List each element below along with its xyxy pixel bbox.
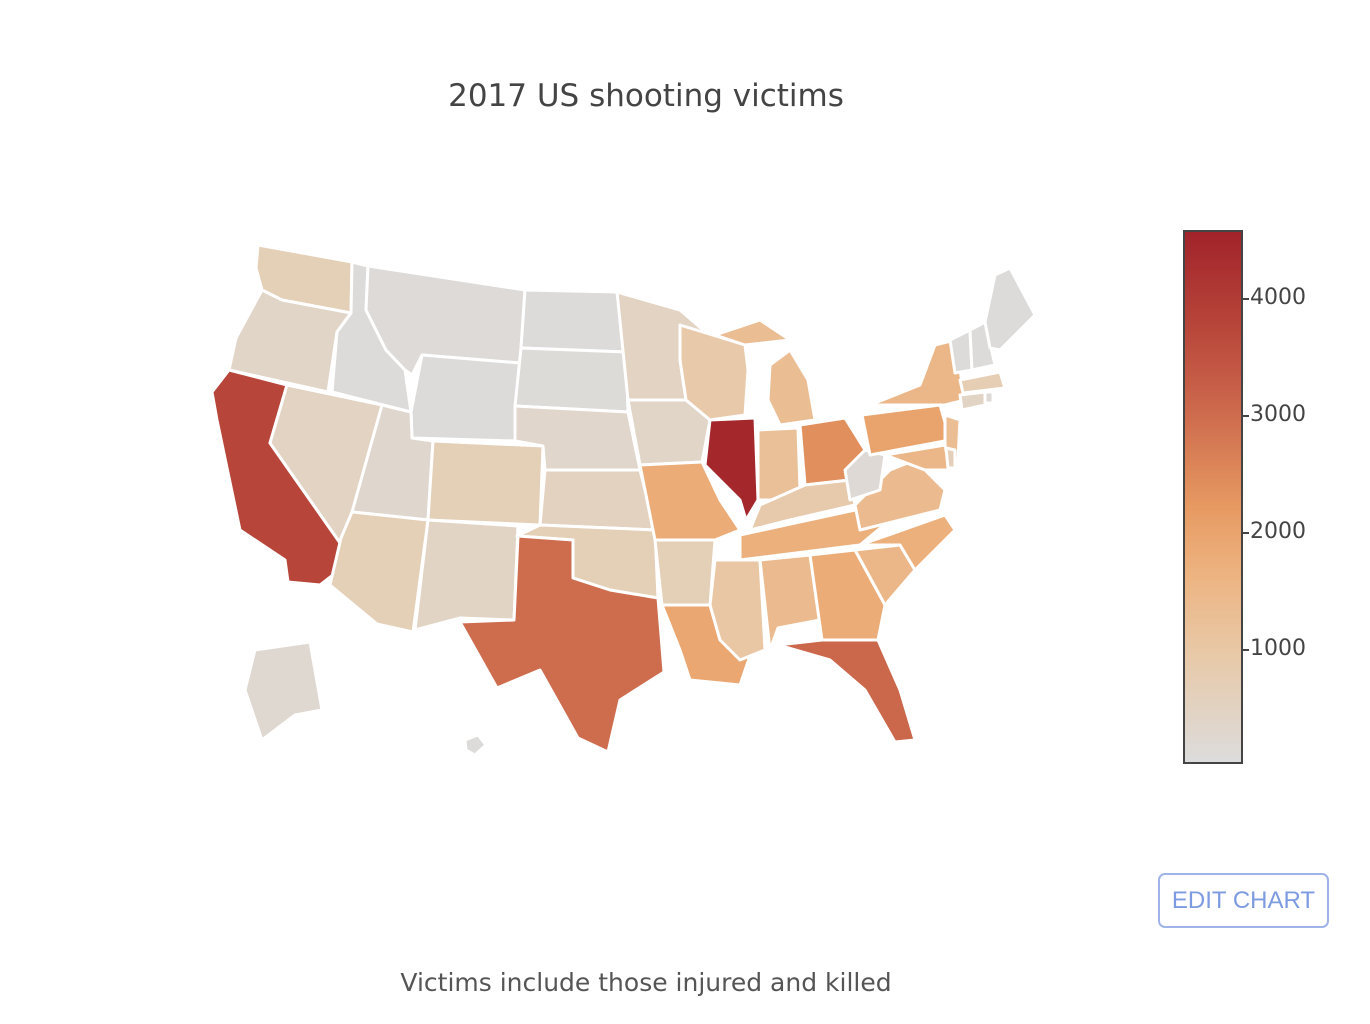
colorbar-tick-label: 4000 <box>1250 285 1306 310</box>
state-de[interactable] <box>944 446 957 470</box>
state-ma[interactable] <box>958 370 1007 395</box>
colorbar-tickmark <box>1243 415 1249 417</box>
state-vt[interactable] <box>948 328 974 375</box>
state-nm[interactable] <box>413 518 520 632</box>
state-nh[interactable] <box>968 320 997 372</box>
state-or[interactable] <box>227 288 353 394</box>
state-ks[interactable] <box>538 468 657 532</box>
state-nc[interactable] <box>858 513 957 572</box>
state-al[interactable] <box>758 553 822 652</box>
edit-chart-button[interactable]: EDIT CHART <box>1158 873 1329 928</box>
state-ar[interactable] <box>653 538 717 607</box>
state-wv[interactable] <box>843 448 887 502</box>
colorbar <box>1183 230 1243 764</box>
state-ak[interactable] <box>243 640 324 742</box>
state-tx[interactable] <box>458 534 666 754</box>
chart-title: 2017 US shooting victims <box>448 78 844 114</box>
state-nd[interactable] <box>519 288 628 354</box>
state-wi[interactable] <box>678 323 750 422</box>
colorbar-tickmark <box>1243 298 1249 300</box>
colorbar-tickmark <box>1243 532 1249 534</box>
chart-caption: Victims include those injured and killed <box>400 968 892 997</box>
state-ct[interactable] <box>958 390 987 412</box>
state-il[interactable] <box>703 416 760 522</box>
state-me[interactable] <box>983 266 1037 352</box>
state-md[interactable] <box>883 443 952 472</box>
state-ia[interactable] <box>626 398 712 467</box>
state-wy[interactable] <box>409 353 522 443</box>
state-va[interactable] <box>853 458 947 532</box>
colorbar-tick-label: 2000 <box>1250 519 1306 544</box>
colorbar-tickmark <box>1243 649 1249 651</box>
state-hi[interactable] <box>463 733 488 757</box>
state-az[interactable] <box>328 510 430 634</box>
state-mi[interactable] <box>713 318 817 427</box>
state-tn[interactable] <box>738 508 892 562</box>
state-ri[interactable] <box>983 390 995 405</box>
state-co[interactable] <box>426 439 545 527</box>
us-choropleth-map <box>210 243 1037 757</box>
colorbar-tick-label: 1000 <box>1250 636 1306 661</box>
state-sd[interactable] <box>513 346 630 414</box>
colorbar-tick-label: 3000 <box>1250 402 1306 427</box>
state-fl[interactable] <box>776 638 917 744</box>
